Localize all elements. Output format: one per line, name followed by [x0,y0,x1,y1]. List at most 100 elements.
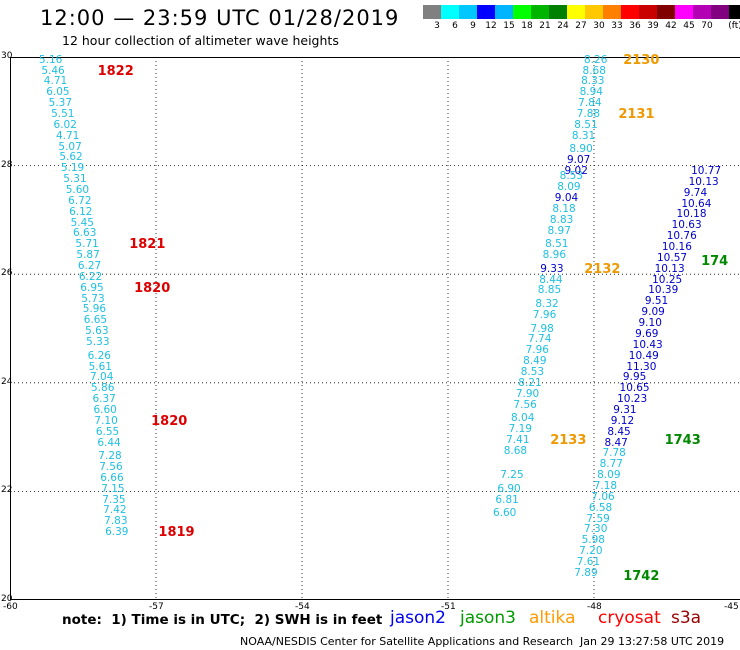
wave-height-value: 7.42 [103,504,127,517]
wave-height-value: 5.60 [65,184,90,197]
lat-tick-label: 26 [1,268,13,279]
wave-height-value: 7.74 [528,333,552,346]
wave-height-value: 10.16 [661,241,692,254]
map-plot-area [10,57,740,600]
wave-height-value: 10.63 [671,219,702,232]
colorbar-unit-label: (ft) [728,21,740,31]
satellite-legend-item: jason2 [390,608,446,628]
wave-height-value: 6.63 [73,227,97,240]
wave-height-value: 8.44 [539,273,563,286]
colorbar-tick-label: 45 [683,21,695,31]
pass-time-label: 1819 [158,525,195,541]
wave-height-value: 8.94 [579,86,603,99]
wave-height-value: 8.32 [535,298,559,311]
pass-time-label: 2131 [618,107,655,122]
colorbar-tick-label: 3 [434,21,440,31]
wave-height-value: 9.33 [540,262,564,275]
wave-height-value: 8.83 [549,213,574,226]
wave-height-value: 6.65 [83,314,108,327]
footer-note: note: 1) Time is in UTC; 2) SWH is in fe… [62,612,383,628]
wave-height-value: 10.39 [648,284,679,297]
colorbar-swatch [675,5,693,19]
map-grid [10,57,740,600]
satellite-legend-item: s3a [671,608,702,628]
wave-height-value: 10.43 [632,338,663,351]
wave-height-value: 5.87 [76,249,100,262]
colorbar-swatch [513,5,531,19]
lat-tick-label: 22 [1,485,13,496]
wave-height-value: 8.33 [581,75,605,88]
wave-height-value: 5.31 [63,173,87,186]
wave-height-value: 9.07 [566,154,591,167]
wave-height-value: 5.96 [82,303,107,316]
wave-height-value: 8.68 [582,64,606,77]
pass-time-label: 174 [701,253,729,269]
colorbar-tick-label: 33 [611,21,623,31]
colorbar-swatch [477,5,495,19]
wave-height-value: 7.96 [532,308,557,321]
colorbar-swatch [693,5,711,19]
wave-height-value: 5.86 [91,382,115,395]
colorbar-tick-label: 39 [647,21,659,31]
wave-height-value: 10.23 [617,393,648,406]
lat-tick-label: 20 [1,594,13,604]
pass-time-label: 1821 [129,237,166,253]
wave-height-value: 6.60 [93,403,117,416]
wave-height-value: 6.55 [95,425,120,438]
colorbar-swatch [603,5,621,19]
wave-height-value: 7.88 [576,108,601,120]
wave-height-value: 6.37 [92,393,116,406]
wave-height-value: 7.04 [90,371,114,384]
colorbar-swatch [459,5,477,19]
wave-height-value: 8.90 [569,143,593,156]
pass-time-label: 2132 [584,261,621,277]
lat-tick-label: 30 [1,51,13,61]
colorbar-tick-label: 24 [557,21,569,31]
wave-height-value: 9.69 [635,327,659,340]
wave-height-value: 8.26 [584,53,608,66]
lon-tick-label: -45 [724,602,739,612]
lat-tick-label: 28 [1,159,13,170]
wave-height-value: 5.61 [88,360,112,373]
colorbar-swatch [531,5,549,19]
pass-time-label: 1743 [664,432,701,448]
wave-height-value: 7.10 [94,414,118,427]
colorbar-tick-label: 70 [701,21,713,31]
wave-height-value: 5.37 [48,97,73,110]
wave-height-value: 10.49 [628,349,659,362]
wave-height-value: 7.41 [506,433,530,446]
wave-height-value: 8.04 [511,412,535,425]
wave-height-value: 6.22 [78,270,103,283]
wave-height-value: 6.58 [588,501,613,514]
wave-height-value: 7.19 [508,422,532,435]
wave-height-value: 8.96 [542,249,567,262]
wave-height-value: 8.51 [574,118,598,131]
wave-height-value: 8.09 [597,469,621,482]
wave-height-value: 8.21 [518,376,542,389]
pass-time-label: 1742 [623,568,660,584]
wave-height-value: 9.51 [644,295,669,308]
lat-tick-label: 24 [1,376,13,387]
wave-height-value: 7.35 [102,493,126,506]
wave-height-value: 5.98 [581,534,605,547]
colorbar-tick-label: 15 [503,21,515,31]
colorbar-tick-label: 21 [539,21,551,31]
wave-height-value: 6.05 [46,86,70,99]
pass-time-label: 1822 [97,63,134,79]
colorbar-tick-label: 12 [485,21,497,31]
colorbar-swatch [711,5,729,19]
pass-time-label: 2133 [550,432,587,448]
colorbar-tick-label: 42 [665,21,677,31]
satellite-legend-item: jason3 [460,608,516,628]
lon-tick-label: -57 [149,602,164,612]
wave-height-value: 4.71 [43,75,68,88]
wave-height-value: 8.45 [607,425,631,438]
wave-height-value: 10.76 [666,230,697,243]
figure-subtitle: 12 hour collection of altimeter wave hei… [62,33,339,48]
wave-height-value: 7.83 [104,515,128,528]
colorbar-swatch [495,5,513,19]
wave-height-value: 5.16 [38,53,63,66]
wave-height-value: 6.26 [87,349,111,362]
wave-height-value: 8.53 [559,170,584,183]
wave-height-value: 5.33 [86,336,110,349]
